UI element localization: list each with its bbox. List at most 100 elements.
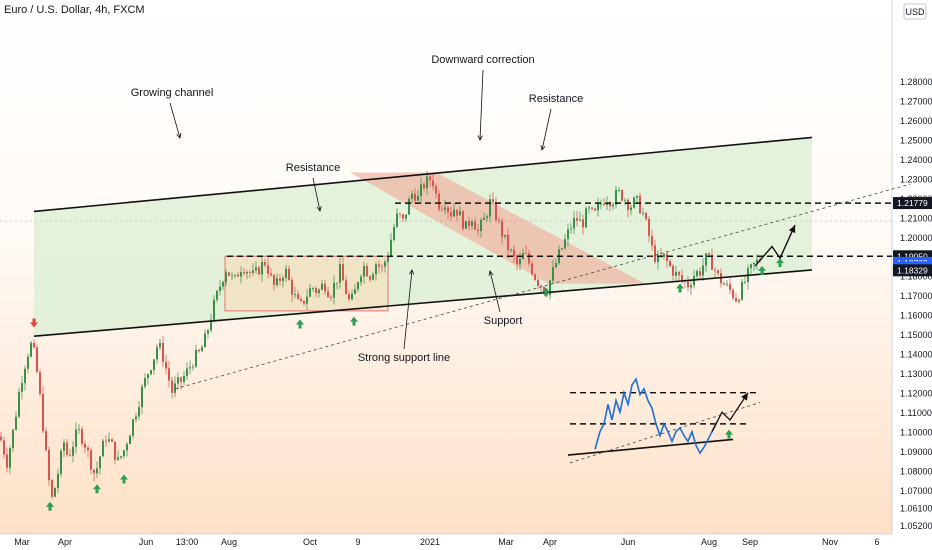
currency-selector[interactable]: USD: [903, 3, 927, 20]
candle-body: [30, 343, 32, 357]
candle-body: [93, 469, 95, 474]
candle-body: [492, 199, 494, 203]
price-tag-label: 1.19050: [897, 251, 928, 261]
candle-body: [285, 268, 287, 278]
candle-body: [477, 229, 479, 232]
candle-body: [468, 221, 470, 226]
signal-markers: [30, 258, 784, 511]
candle-body: [207, 330, 209, 334]
up-arrow-icon: [725, 429, 733, 439]
candle-body: [339, 264, 341, 283]
candle-body: [12, 429, 14, 449]
time-tick-label: Apr: [543, 537, 557, 547]
candle-body: [603, 203, 605, 205]
candle-body: [57, 473, 59, 488]
candle-body: [129, 435, 131, 445]
down-arrow-icon: [30, 318, 38, 328]
candle-body: [657, 255, 659, 262]
inset-forecast-path: [711, 392, 749, 432]
time-axis-background: [0, 534, 932, 550]
candle-body: [336, 282, 338, 284]
candle-body: [300, 299, 302, 301]
up-arrow-icon: [350, 316, 358, 326]
candle-body: [123, 450, 125, 457]
annotation-arrowhead: [477, 135, 483, 141]
candle-body: [54, 487, 56, 497]
candle-body: [738, 299, 740, 302]
candle-body: [237, 274, 239, 277]
candle-body: [540, 285, 542, 287]
candle-body: [594, 208, 596, 211]
candle-body: [513, 249, 515, 257]
candle-body: [261, 261, 263, 275]
candle-body: [450, 212, 452, 217]
candle-body: [264, 261, 266, 266]
price-axis-ticks: 1.05200 1.06100 1.07000 1.08000 1.09000 1.100…: [900, 77, 932, 531]
candle-body: [243, 272, 245, 274]
candle-body: [330, 297, 332, 298]
time-tick-label: Oct: [303, 537, 318, 547]
price-tag-box: [893, 197, 932, 210]
candle-body: [369, 276, 371, 280]
candle-body: [216, 291, 218, 300]
candle-body: [678, 271, 680, 276]
up-arrow-icon: [120, 474, 128, 484]
candle-body: [396, 213, 398, 227]
candle-body: [435, 186, 437, 194]
price-tick-label: 1.09000: [900, 447, 932, 457]
candle-body: [174, 383, 176, 393]
candle-body: [198, 349, 200, 352]
candle-body: [99, 456, 101, 469]
candle-body: [732, 289, 734, 298]
time-tick-label: 13:00: [176, 537, 199, 547]
candle-body: [18, 391, 20, 417]
annotation-arrow: [541, 108, 552, 151]
time-tick-label: Aug: [701, 537, 717, 547]
candle-body: [213, 299, 215, 320]
candle-body: [276, 278, 278, 285]
candle-body: [615, 190, 617, 205]
candle-body: [726, 283, 728, 285]
candle-body: [597, 203, 599, 211]
channel-upper-line: [33, 136, 813, 213]
candle-body: [363, 265, 365, 277]
candle-body: [429, 176, 431, 181]
candle-body: [579, 219, 581, 221]
candle-body: [351, 294, 353, 300]
candle-body: [69, 454, 71, 456]
candle-body: [42, 393, 44, 432]
candle-body: [456, 209, 458, 216]
candle-body: [453, 209, 455, 217]
candle-body: [711, 254, 713, 270]
price-tick-label: 1.07000: [900, 486, 932, 496]
up-arrow-icon: [776, 258, 784, 268]
candle-body: [393, 226, 395, 240]
time-axis-ticks: Mar Apr Jun 13:00 Aug Oct 9 2021 Mar Apr Jun Aug Sep…: [14, 537, 879, 547]
annotation-arrowhead: [176, 133, 182, 139]
candle-body: [192, 366, 194, 368]
candle-body: [0, 436, 2, 441]
candle-body: [3, 440, 5, 455]
candle-body: [753, 262, 755, 265]
candle-body: [291, 279, 293, 295]
annotation-arrowhead: [488, 270, 494, 276]
candle-body: [270, 273, 272, 276]
up-arrow-icon: [758, 265, 766, 275]
candle-body: [24, 368, 26, 384]
candle-body: [663, 253, 665, 257]
candle-body: [288, 268, 290, 280]
candle-body: [591, 207, 593, 209]
price-tick-label: 1.26000: [900, 116, 932, 126]
candle-body: [102, 440, 104, 457]
candle-body: [459, 211, 461, 216]
annotation-arrow: [403, 269, 413, 350]
time-tick-label: Sep: [742, 537, 758, 547]
candle-body: [510, 249, 512, 251]
candle-body: [114, 441, 116, 460]
candle-body: [723, 283, 725, 285]
price-tick-label: 1.14000: [900, 350, 932, 360]
forecast-path: [754, 224, 796, 267]
candle-body: [255, 267, 257, 271]
candle-body: [480, 219, 482, 232]
candle-body: [168, 368, 170, 381]
